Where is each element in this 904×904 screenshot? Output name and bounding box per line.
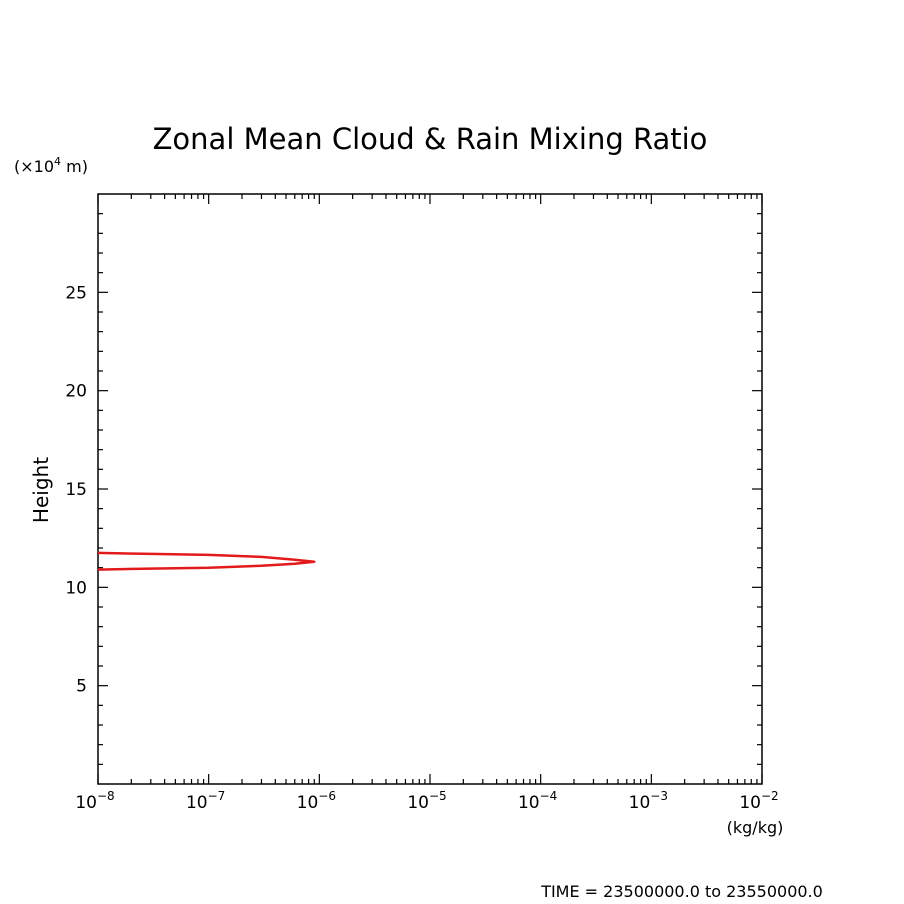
y-tick-label: 10 <box>65 578 87 598</box>
x-tick-exponent: −2 <box>761 789 779 803</box>
y-tick-label: 5 <box>76 677 87 697</box>
x-tick-labels: 10−8 10−7 10−6 10−5 10−4 10−3 10−2 <box>75 789 778 813</box>
y-tick-label: 25 <box>65 283 87 303</box>
plot-frame <box>97 193 763 785</box>
y-tick-labels: 5 10 15 20 25 <box>65 283 87 696</box>
x-tick-exponent: −6 <box>318 789 336 803</box>
x-tick-label: 10−3 <box>629 789 668 813</box>
y-tick-label: 15 <box>65 480 87 500</box>
x-tick-base: 10 <box>186 793 208 813</box>
x-tick-base: 10 <box>297 793 319 813</box>
chart-title: Zonal Mean Cloud & Rain Mixing Ratio <box>153 122 708 156</box>
x-tick-exponent: −7 <box>208 789 226 803</box>
y-unit-label: (×104 m) <box>14 155 88 176</box>
x-tick-base: 10 <box>518 793 540 813</box>
x-tick-base: 10 <box>75 793 97 813</box>
series-line <box>97 551 316 571</box>
x-tick-label: 10−8 <box>75 789 114 813</box>
axis-ticks <box>97 194 763 784</box>
series-lines <box>97 551 316 571</box>
y-unit-prefix: (×10 <box>14 157 54 176</box>
x-tick-label: 10−7 <box>186 789 225 813</box>
y-unit-exponent: 4 <box>54 155 61 168</box>
x-tick-base: 10 <box>739 793 761 813</box>
x-tick-base: 10 <box>407 793 429 813</box>
y-unit-suffix: m) <box>61 157 88 176</box>
x-tick-exponent: −3 <box>650 789 668 803</box>
x-tick-base: 10 <box>629 793 651 813</box>
y-tick-label: 20 <box>65 382 87 402</box>
time-range-label: TIME = 23500000.0 to 23550000.0 <box>540 882 823 901</box>
y-axis-title: Height <box>29 457 53 523</box>
x-tick-label: 10−5 <box>407 789 446 813</box>
x-tick-label: 10−4 <box>518 789 557 813</box>
x-unit-label: (kg/kg) <box>727 818 784 837</box>
x-tick-label: 10−6 <box>297 789 336 813</box>
x-tick-label: 10−2 <box>739 789 778 813</box>
x-tick-exponent: −5 <box>429 789 447 803</box>
x-tick-exponent: −4 <box>540 789 558 803</box>
x-tick-exponent: −8 <box>97 789 115 803</box>
